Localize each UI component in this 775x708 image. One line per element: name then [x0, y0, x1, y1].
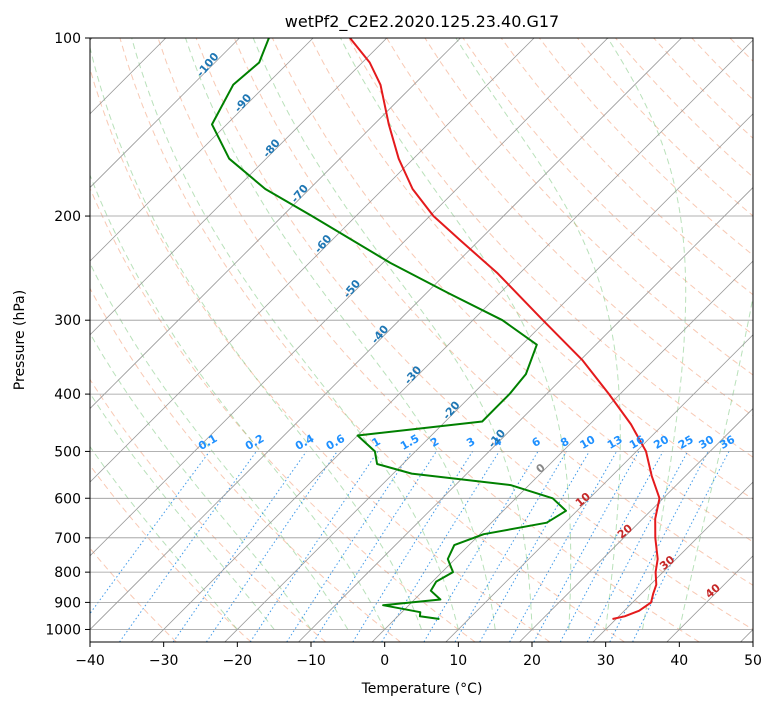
y-tick-label: 500	[54, 444, 81, 460]
moist-adiabat	[678, 294, 753, 630]
mixing-ratio-line	[313, 451, 437, 642]
dry-adiabat	[310, 38, 753, 500]
dry-adiabat	[195, 38, 753, 631]
mixing-ratio-line	[249, 451, 379, 642]
x-tick-label: 50	[744, 653, 762, 669]
x-tick-label: −20	[223, 653, 253, 669]
x-tick-label: 10	[449, 653, 467, 669]
x-tick-label: 0	[380, 653, 389, 669]
isotherm	[90, 38, 240, 189]
dry-adiabat	[500, 38, 753, 296]
isotherm	[90, 38, 682, 631]
isotherm	[298, 186, 753, 642]
x-tick-label: 20	[523, 653, 541, 669]
dry-adiabat	[462, 38, 753, 336]
x-tick-label: −10	[296, 653, 326, 669]
moist-adiabat	[252, 38, 533, 630]
moist-adiabat	[455, 38, 621, 630]
y-tick-label: 800	[54, 565, 81, 581]
moist-adiabat	[185, 38, 496, 630]
dry-adiabat	[90, 378, 327, 642]
isotherm	[445, 334, 753, 642]
moist-adiabat	[90, 173, 386, 630]
x-axis-label: Temperature (°C)	[361, 681, 483, 697]
x-tick-label: 30	[597, 653, 615, 669]
isotherm	[90, 38, 388, 336]
isotherm	[90, 38, 314, 262]
isotherm	[371, 260, 753, 642]
y-tick-label: 600	[54, 491, 81, 507]
y-axis: 100 200 300 400 500 600 700 800 900 1000	[45, 31, 90, 639]
y-tick-label: 300	[54, 313, 81, 329]
moist-adiabat	[131, 38, 459, 630]
isotherm	[519, 407, 753, 642]
x-tick-label: −40	[75, 653, 105, 669]
mixing-ratio-line	[90, 451, 211, 615]
dry-adiabat	[90, 67, 551, 642]
mixing-ratio-line	[509, 451, 618, 642]
moist-adiabat	[90, 262, 349, 630]
temperature-profile-line	[349, 38, 661, 620]
isotherm	[150, 39, 753, 642]
mixing-ratio-line	[533, 451, 640, 642]
dry-adiabat	[90, 464, 252, 642]
dewpoint-profile-line	[211, 38, 567, 620]
y-tick-label: 400	[54, 387, 81, 403]
plot-frame	[89, 37, 754, 643]
moist-adiabat	[90, 445, 238, 630]
y-axis-label: Pressure (hPa)	[12, 290, 28, 390]
mixing-ratio-line	[205, 451, 338, 642]
mixing-ratio-line	[632, 451, 730, 642]
moist-adiabat	[607, 38, 687, 630]
y-tick-label: 900	[54, 595, 81, 611]
dry-adiabat	[119, 38, 625, 642]
isotherm	[224, 113, 753, 642]
y-tick-label: 1000	[45, 623, 81, 639]
profile-lines	[211, 38, 661, 620]
dry-adiabat	[233, 38, 753, 586]
isotherm	[90, 38, 461, 410]
mixing-ratio-line	[172, 451, 307, 642]
y-tick-label: 100	[54, 31, 81, 47]
moist-adiabat	[90, 392, 275, 630]
y-tick-label: 200	[54, 209, 81, 225]
isotherm	[90, 38, 535, 483]
x-axis: −40 −30 −20 −10 0 10 20 30 40 50	[75, 642, 762, 669]
moist-adiabat	[90, 45, 422, 630]
y-tick-label: 700	[54, 531, 81, 547]
dry-adiabat	[271, 38, 753, 543]
isotherm	[592, 481, 753, 642]
dry-adiabat	[157, 38, 700, 642]
grid-lines	[90, 38, 753, 642]
moist-adiabat	[90, 332, 312, 630]
chart-title: wetPf2_C2E2.2020.125.23.40.G17	[285, 12, 559, 32]
mixing-ratio-line	[381, 451, 500, 642]
x-tick-label: 40	[670, 653, 688, 669]
isotherm	[90, 38, 609, 557]
mixing-ratio-line	[286, 451, 413, 642]
x-tick-label: −30	[149, 653, 179, 669]
mixing-ratio-line	[559, 451, 664, 642]
moist-adiabat	[340, 38, 572, 630]
